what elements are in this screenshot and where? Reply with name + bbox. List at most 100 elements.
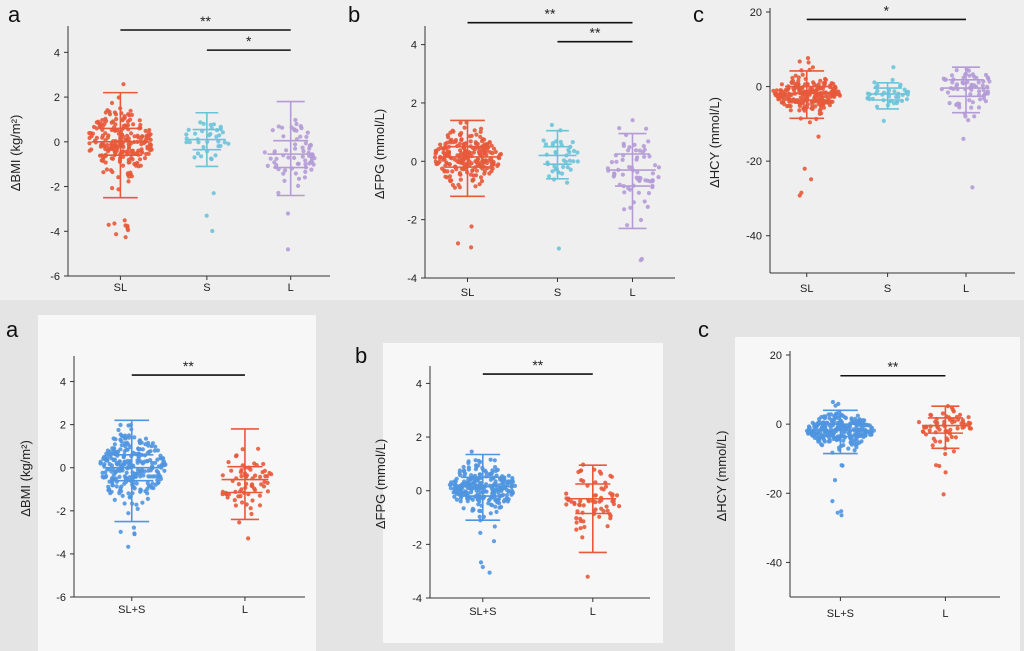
data-point [100,118,105,123]
data-point [493,149,498,154]
y-tick-label: -2 [50,182,60,194]
data-point [447,482,452,487]
data-point [827,83,833,88]
data-point [246,536,251,541]
panel-letter: c [698,317,709,342]
data-point [463,471,468,476]
data-point [94,126,99,131]
data-point [797,101,802,106]
data-point [114,461,119,466]
data-point [105,448,110,453]
data-point [250,482,255,487]
data-point [790,75,795,81]
panel-bottom-c: c -40 -20 0 20 ΔHCY (mmol/L) SL+S L ** [690,305,1024,651]
data-point [809,177,814,182]
y-axis-label: ΔHCY (mmol/L) [714,431,729,522]
data-point [891,65,896,70]
data-point [103,131,108,136]
data-point [620,157,625,162]
data-point [458,473,463,478]
data-point [772,91,778,96]
data-point [108,491,113,496]
data-point [123,235,128,240]
data-point [608,513,613,519]
data-point [969,105,974,110]
data-point [625,223,630,228]
data-point [650,179,655,184]
y-axis-label: ΔBMI (kg/m²) [18,440,33,517]
data-point [832,478,838,483]
data-point [494,509,499,514]
data-point [137,438,142,443]
data-point [940,411,945,416]
data-point [111,436,116,441]
data-point [105,457,110,462]
data-point [634,157,639,162]
data-point [474,168,479,173]
data-point [645,178,650,183]
data-point [807,426,812,431]
data-point [802,166,807,171]
data-point [902,87,907,92]
data-point [642,154,647,159]
data-point [477,508,482,513]
data-point [143,128,148,133]
data-point [238,470,243,475]
data-point [484,160,490,166]
data-point [473,159,478,164]
x-tick-label: SL [800,283,813,295]
data-point [104,118,109,124]
data-point [237,520,242,525]
data-point [898,82,903,87]
x-tick-label: SL [114,282,127,294]
data-point [153,444,158,449]
data-point [213,153,218,158]
data-point [128,108,133,113]
data-point [653,163,658,168]
data-point [268,156,273,161]
data-point [478,480,483,485]
data-point [262,468,267,473]
data-point [118,529,123,534]
y-axis-label: ΔHCY (mmol/L) [707,97,722,188]
data-point [954,68,959,73]
data-point [458,499,463,504]
data-point [153,482,158,487]
data-point [281,134,286,139]
x-tick-label: SL+S [118,604,145,616]
data-point [846,446,851,451]
data-point [253,473,258,478]
data-point [487,570,492,575]
data-point [98,144,103,149]
data-point [865,96,870,101]
data-point [444,175,450,180]
data-point [485,148,490,153]
data-point [303,158,308,163]
data-point [122,218,127,223]
data-point [232,498,237,503]
data-point [970,100,975,105]
data-point [477,182,482,187]
data-point [510,490,515,495]
data-point [597,514,602,519]
data-point [943,470,948,475]
data-point [935,425,940,430]
data-point [163,462,168,467]
data-point [817,108,822,113]
data-point [777,96,782,101]
panel-letter: b [355,343,368,368]
data-point [476,502,481,507]
data-point [248,506,253,511]
x-tick-label: L [942,608,948,620]
data-point [792,88,797,93]
data-point [459,151,464,156]
data-point [125,119,131,124]
data-point [840,463,845,468]
data-point [258,474,263,479]
chart-bottom-c: -40 -20 0 20 ΔHCY (mmol/L) SL+S L ** [714,350,1000,620]
panel-top-a: a -6 -4 -2 0 2 4 ΔBMI (kg/m²) SL S L ** * [0,0,340,300]
data-point [304,134,309,139]
data-point [458,177,463,182]
data-point [298,124,303,129]
data-point [642,147,647,152]
